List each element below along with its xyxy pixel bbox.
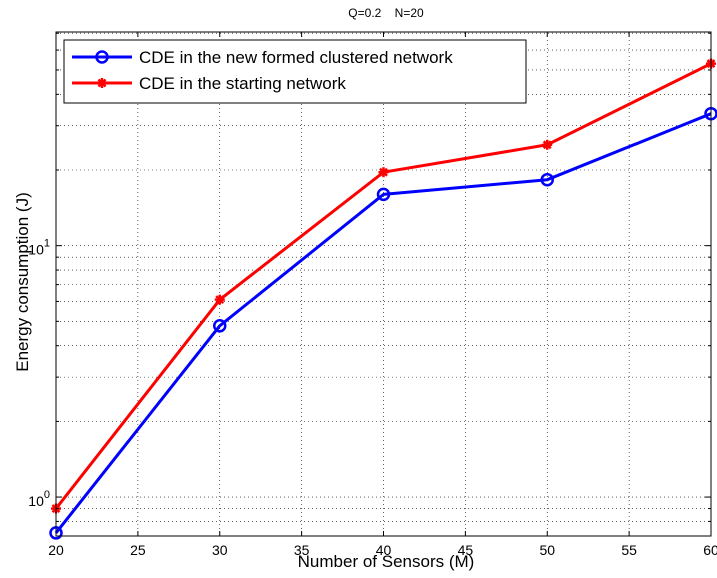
data-point-circle: [95, 50, 109, 64]
x-tick-label: 25: [130, 542, 146, 558]
x-tick-label: 40: [376, 542, 392, 558]
x-tick-label: 45: [458, 542, 474, 558]
legend-box: [63, 39, 527, 104]
data-point-circle: [213, 319, 227, 333]
data-point-star: [214, 294, 225, 305]
plot-series: [49, 58, 717, 540]
data-point-circle: [540, 172, 554, 187]
x-tick-label: 50: [539, 542, 555, 558]
chart-title: Q=0.2 N=20: [348, 6, 424, 20]
x-axis-label: Number of Sensors (M): [298, 552, 475, 571]
x-tick-label: 20: [48, 542, 64, 558]
series-line-1: [54, 112, 712, 534]
x-tick-label: 55: [621, 542, 637, 558]
data-point-star: [542, 139, 553, 150]
data-point-star: [378, 167, 389, 178]
legend-label: CDE in the new formed clustered network: [139, 48, 453, 67]
legend-label: CDE in the starting network: [139, 74, 346, 93]
data-point-star: [97, 78, 107, 88]
x-tick-label: 30: [212, 542, 228, 558]
x-tick-label: 35: [294, 542, 310, 558]
y-tick-exponent: 1: [44, 238, 50, 250]
y-tick-exponent: 0: [44, 489, 50, 501]
legend-entry-1: CDE in the new formed clustered network: [72, 48, 453, 67]
grid: [56, 32, 711, 537]
y-axis-label: Energy consumption (J): [13, 192, 32, 372]
legend-entry-2: CDE in the starting network: [72, 74, 346, 93]
data-point-circle: [376, 187, 391, 202]
x-tick-label: 60: [703, 542, 717, 558]
legend: CDE in the new formed clustered network C…: [63, 39, 527, 104]
